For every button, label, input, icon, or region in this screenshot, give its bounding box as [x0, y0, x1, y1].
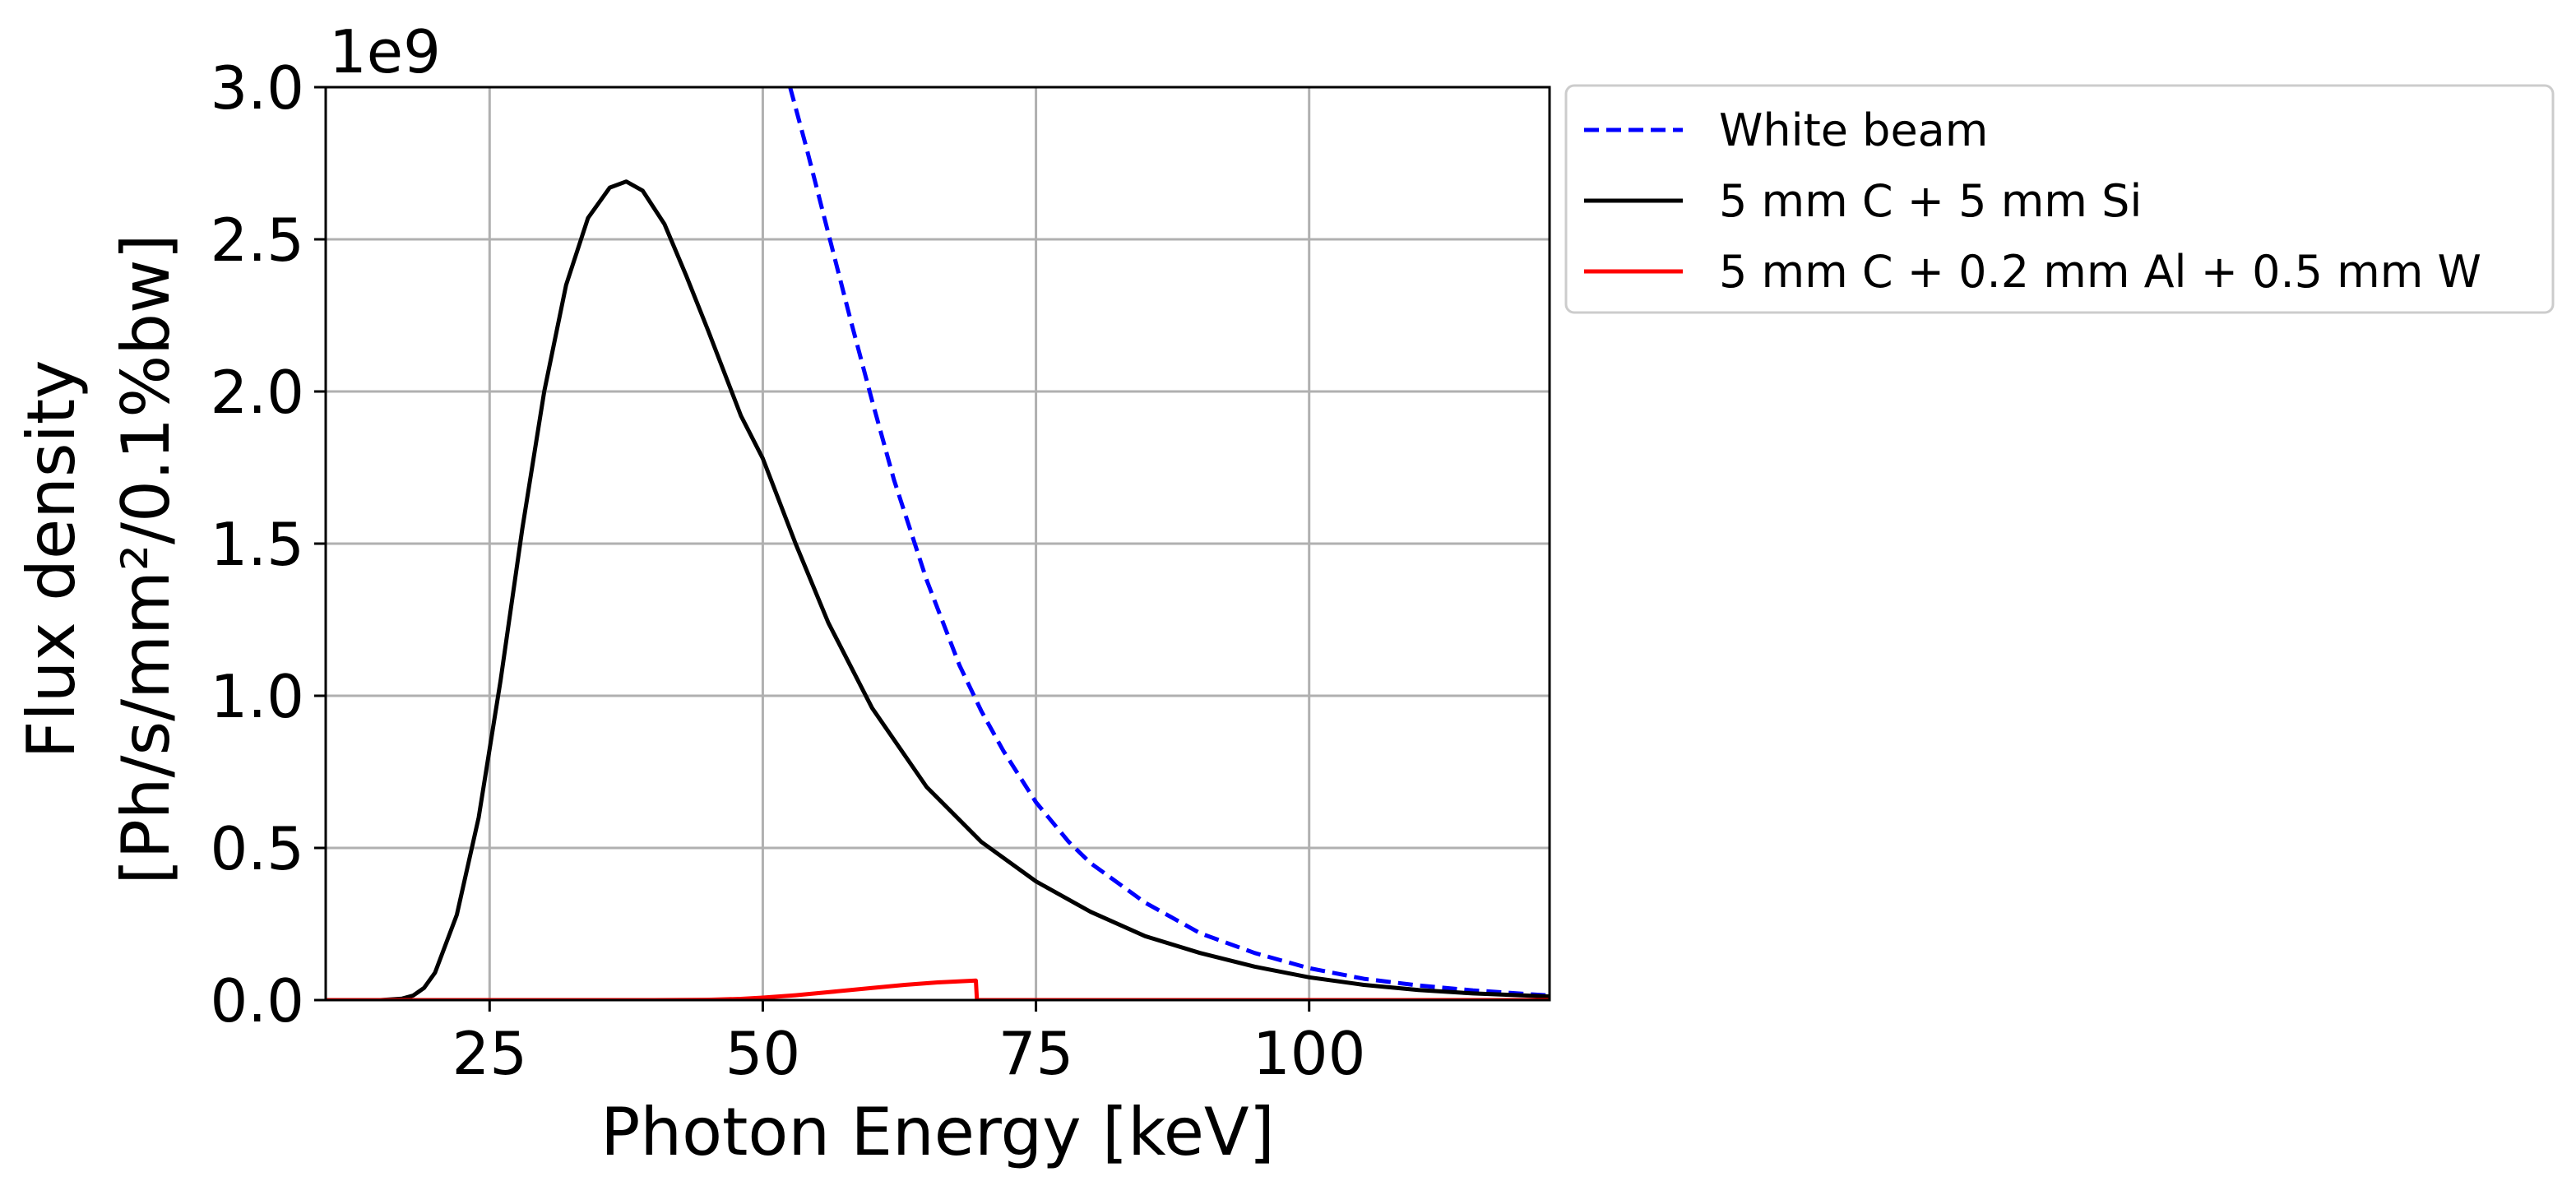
y-tick-label: 2.0	[210, 358, 304, 427]
series-line-2	[326, 179, 1550, 1000]
y-tick-label: 0.5	[210, 814, 304, 883]
x-tick-label: 50	[725, 1019, 801, 1088]
x-tick-label: 100	[1253, 1019, 1365, 1088]
x-tick-label: 25	[452, 1019, 527, 1088]
y-offset-label: 1e9	[329, 17, 441, 86]
legend-entries: White beam 5 mm C + 5 mm Si 5 mm C + 0.2 m…	[1584, 104, 2481, 298]
legend-label: White beam	[1719, 104, 1988, 156]
series-line-1	[788, 87, 1550, 998]
y-tick-label: 1.0	[210, 662, 304, 731]
y-axis-label-line1: Flux density	[13, 359, 90, 758]
legend-frame	[1564, 84, 2555, 314]
y-axis-ticks: 0.0 0.5 1.0 1.5 2.0 2.5 3.0	[210, 53, 326, 1035]
y-tick-label: 2.5	[210, 206, 304, 275]
legend-label: 5 mm C + 0.2 mm Al + 0.5 mm W	[1719, 246, 2481, 298]
x-tick-label: 75	[998, 1019, 1074, 1088]
x-axis-ticks: 25 50 75 100	[452, 1000, 1365, 1088]
y-axis-label-line2: [Ph/s/mm²/0.1%bw]	[108, 234, 184, 884]
legend: White beam 5 mm C + 5 mm Si 5 mm C + 0.2 m…	[1564, 84, 2555, 314]
y-tick-label: 0.0	[210, 966, 304, 1035]
y-axis-label: Flux density	[13, 359, 90, 758]
x-axis-label: Photon Energy [keV]	[600, 1094, 1275, 1170]
y-axis-label-units: [Ph/s/mm²/0.1%bw]	[108, 234, 184, 884]
y-tick-label: 1.5	[210, 510, 304, 579]
legend-label: 5 mm C + 5 mm Si	[1719, 175, 2142, 227]
grid-lines	[326, 86, 1550, 1002]
y-tick-label: 3.0	[210, 53, 304, 123]
